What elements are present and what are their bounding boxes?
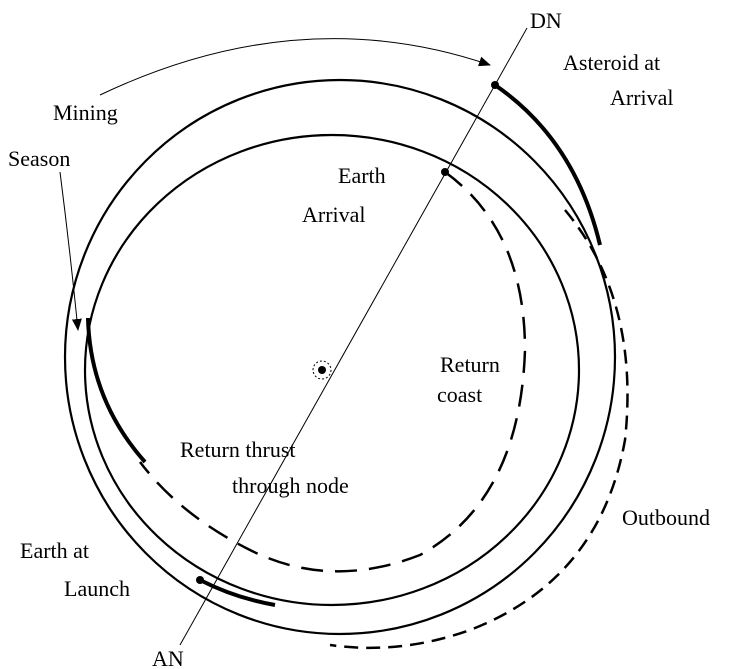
label: Earth: [338, 163, 386, 188]
thick-arc-launch: [199, 578, 276, 607]
label: Earth at: [20, 538, 89, 563]
label: coast: [437, 382, 482, 407]
sun: [318, 366, 326, 374]
label: AN: [152, 646, 184, 669]
label: DN: [530, 8, 562, 33]
label: through node: [232, 473, 349, 498]
sun-rays: [312, 360, 332, 380]
label: Asteroid at: [563, 50, 660, 75]
arrow-mining: [99, 38, 491, 96]
outbound-path: [329, 209, 629, 650]
thick-arc-mining: [86, 317, 147, 464]
label: Mining: [53, 100, 118, 125]
earth-orbit: [83, 133, 581, 607]
return-coast-path: [139, 170, 527, 573]
label: Launch: [64, 576, 130, 601]
asteroid-orbit: [63, 78, 617, 636]
arrow-season: [59, 171, 82, 331]
line-of-nodes: [179, 27, 528, 646]
points: [196, 81, 499, 584]
asteroid-arrival-point: [491, 81, 499, 89]
label: Return thrust: [180, 437, 296, 462]
label: Outbound: [622, 505, 710, 530]
thick-arc-arrival: [493, 83, 602, 246]
earth-launch-point: [196, 576, 204, 584]
label: Arrival: [302, 202, 366, 227]
label: Arrival: [610, 85, 674, 110]
label: Season: [8, 146, 70, 171]
earth-arrival-point: [441, 168, 449, 176]
label: Return: [440, 352, 500, 377]
orbits: [59, 27, 629, 650]
